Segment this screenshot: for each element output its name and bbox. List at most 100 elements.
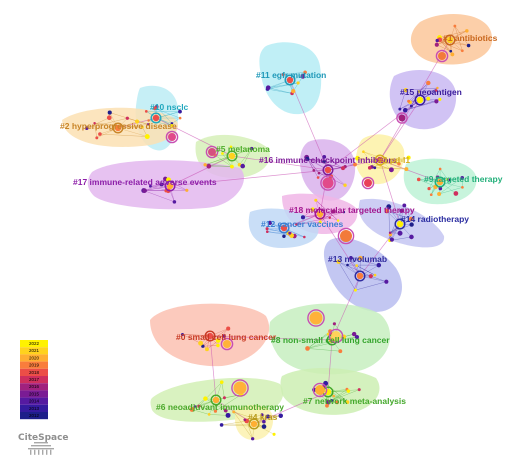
- hub-node: [340, 230, 352, 242]
- intra-cluster-edge: [437, 40, 469, 46]
- intra-cluster-edge: [307, 158, 325, 162]
- network-node: [355, 155, 360, 161]
- network-node: [205, 347, 209, 352]
- network-node: [357, 388, 361, 392]
- network-node: [243, 418, 247, 422]
- hub-node-ring: [226, 150, 238, 162]
- hub-node: [436, 178, 444, 186]
- network-node: [84, 126, 89, 130]
- legend-swatch: [20, 361, 48, 369]
- intra-cluster-edge: [418, 90, 437, 92]
- network-node: [354, 334, 360, 340]
- network-node: [336, 259, 341, 264]
- network-node: [367, 166, 372, 170]
- intra-cluster-edge: [356, 265, 376, 276]
- intra-cluster-edge: [267, 79, 291, 90]
- hub-node: [356, 272, 364, 280]
- network-node: [331, 209, 336, 214]
- hub-node-ring: [394, 218, 406, 230]
- hub-node: [168, 133, 176, 141]
- intra-cluster-edge: [307, 348, 341, 352]
- network-node: [398, 107, 402, 111]
- inter-cluster-edge: [289, 79, 329, 171]
- cluster-label-c8: #8 non-small cell lung cancer: [271, 335, 390, 345]
- network-node: [438, 167, 442, 171]
- intra-cluster-edge: [399, 99, 421, 110]
- network-node: [147, 119, 150, 122]
- hub-node: [309, 311, 323, 325]
- hub-node: [322, 177, 334, 189]
- network-node: [140, 125, 144, 129]
- citespace-logo: CiteSpace: [18, 433, 69, 455]
- network-node: [417, 90, 421, 93]
- cluster-label-c15: #15 neoantigen: [400, 87, 462, 97]
- network-node: [296, 81, 300, 85]
- intra-cluster-edge: [411, 90, 437, 107]
- network-node: [229, 145, 233, 149]
- hub-node-ring: [165, 130, 179, 144]
- network-node: [388, 167, 394, 173]
- intra-cluster-edge: [296, 217, 330, 225]
- legend-swatch: [20, 390, 48, 398]
- intra-cluster-edge: [454, 25, 463, 51]
- intra-cluster-edge: [233, 411, 253, 439]
- network-node: [265, 230, 269, 234]
- intra-cluster-edge: [324, 156, 344, 169]
- network-node: [316, 176, 320, 179]
- intra-cluster-edge: [363, 151, 375, 168]
- intra-cluster-edge: [191, 409, 210, 415]
- network-node: [346, 263, 349, 267]
- network-node: [305, 346, 310, 351]
- network-node: [453, 191, 459, 196]
- network-node: [93, 121, 96, 125]
- network-node: [336, 219, 340, 222]
- intra-cluster-edge: [439, 181, 463, 188]
- intra-cluster-edge: [267, 231, 291, 235]
- network-node: [349, 256, 353, 260]
- intra-cluster-edge: [267, 88, 293, 94]
- network-node: [461, 186, 464, 189]
- intra-cluster-edge: [439, 30, 467, 38]
- network-node: [95, 136, 99, 140]
- intra-cluster-edge: [94, 122, 119, 129]
- intra-cluster-edge: [268, 79, 291, 88]
- inter-cluster-edge: [327, 339, 333, 393]
- inter-cluster-edge: [379, 99, 421, 161]
- cluster-label-c0: #0 small cell lung cancer: [176, 332, 277, 342]
- network-node: [373, 166, 377, 170]
- cluster-label-c13: #13 nivolumab: [328, 254, 387, 264]
- intra-cluster-edge: [355, 281, 387, 291]
- network-node: [402, 107, 408, 113]
- cluster-label-c17: #17 immune-related adverse events: [73, 177, 217, 187]
- network-node: [438, 97, 442, 101]
- network-node: [197, 404, 201, 408]
- network-node: [338, 349, 343, 354]
- network-node: [265, 414, 270, 419]
- cluster-label-c12: #12 cancer vaccines: [261, 219, 344, 229]
- network-node: [223, 408, 228, 413]
- network-node: [402, 203, 407, 208]
- network-node: [416, 177, 421, 182]
- intra-cluster-edge: [399, 90, 407, 110]
- network-node: [426, 96, 431, 101]
- network-node: [265, 85, 271, 90]
- intra-cluster-edge: [209, 414, 229, 416]
- network-node: [399, 208, 404, 213]
- intra-cluster-edge: [215, 399, 229, 416]
- network-node: [448, 178, 452, 182]
- network-node: [149, 184, 152, 188]
- intra-cluster-edge: [359, 264, 379, 277]
- intra-cluster-edge: [99, 133, 148, 137]
- hub-node-ring: [204, 330, 216, 342]
- hub-node-ring: [444, 34, 456, 46]
- network-node: [330, 398, 334, 402]
- network-node: [232, 410, 236, 414]
- network-node: [178, 109, 182, 114]
- network-node: [170, 123, 174, 127]
- intra-cluster-edge: [182, 334, 225, 337]
- network-node: [351, 331, 357, 337]
- hub-node: [396, 220, 404, 228]
- intra-cluster-edge: [283, 74, 294, 92]
- network-node: [300, 73, 306, 79]
- citespace-logo-icon: [28, 442, 54, 455]
